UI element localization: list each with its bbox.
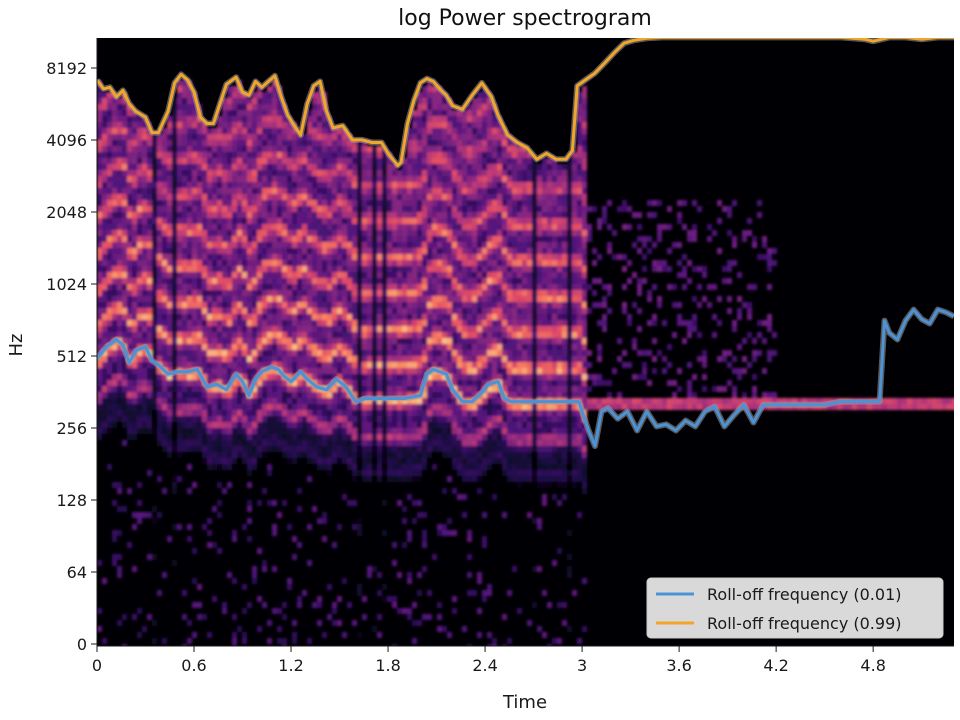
legend: Roll-off frequency (0.01) Roll-off frequ…: [646, 577, 944, 639]
x-axis-label: Time: [502, 692, 547, 713]
x-tick-label: 4.2: [763, 656, 788, 675]
x-tick-label: 2.4: [472, 656, 497, 675]
x-tick-label: 4.8: [860, 656, 885, 675]
legend-label-rolloff-001: Roll-off frequency (0.01): [707, 585, 902, 604]
y-tick-label: 8192: [46, 59, 87, 78]
x-axis: 0 0.6 1.2 1.8 2.4 3 3.6 4.2 4.8: [92, 645, 954, 675]
series-line-rolloff-001: [97, 308, 954, 448]
y-tick-label: 64: [67, 563, 87, 582]
chart-title: log Power spectrogram: [398, 6, 652, 31]
series-line-rolloff-099: [97, 38, 954, 168]
plot-area: [97, 38, 954, 646]
y-tick-label: 4096: [46, 131, 87, 150]
x-tick-label: 1.2: [278, 656, 303, 675]
spectrogram-heatmap: [97, 80, 954, 646]
y-axis: 0 64 128 256 512 1024 2048 4096 8192: [46, 38, 98, 654]
y-axis-label: Hz: [6, 334, 27, 357]
x-tick-label: 3.6: [666, 656, 691, 675]
x-tick-label: 1.8: [375, 656, 400, 675]
x-tick-label: 0: [92, 656, 102, 675]
y-tick-label: 2048: [46, 203, 87, 222]
x-tick-label: 0.6: [181, 656, 206, 675]
rolloff-series: [97, 38, 954, 450]
y-tick-label: 1024: [46, 275, 87, 294]
y-tick-label: 0: [77, 635, 87, 654]
y-tick-label: 128: [56, 491, 87, 510]
y-tick-label: 256: [56, 419, 87, 438]
legend-box: [646, 577, 944, 639]
legend-label-rolloff-099: Roll-off frequency (0.99): [707, 614, 902, 633]
x-tick-label: 3: [577, 656, 587, 675]
y-tick-label: 512: [56, 347, 87, 366]
